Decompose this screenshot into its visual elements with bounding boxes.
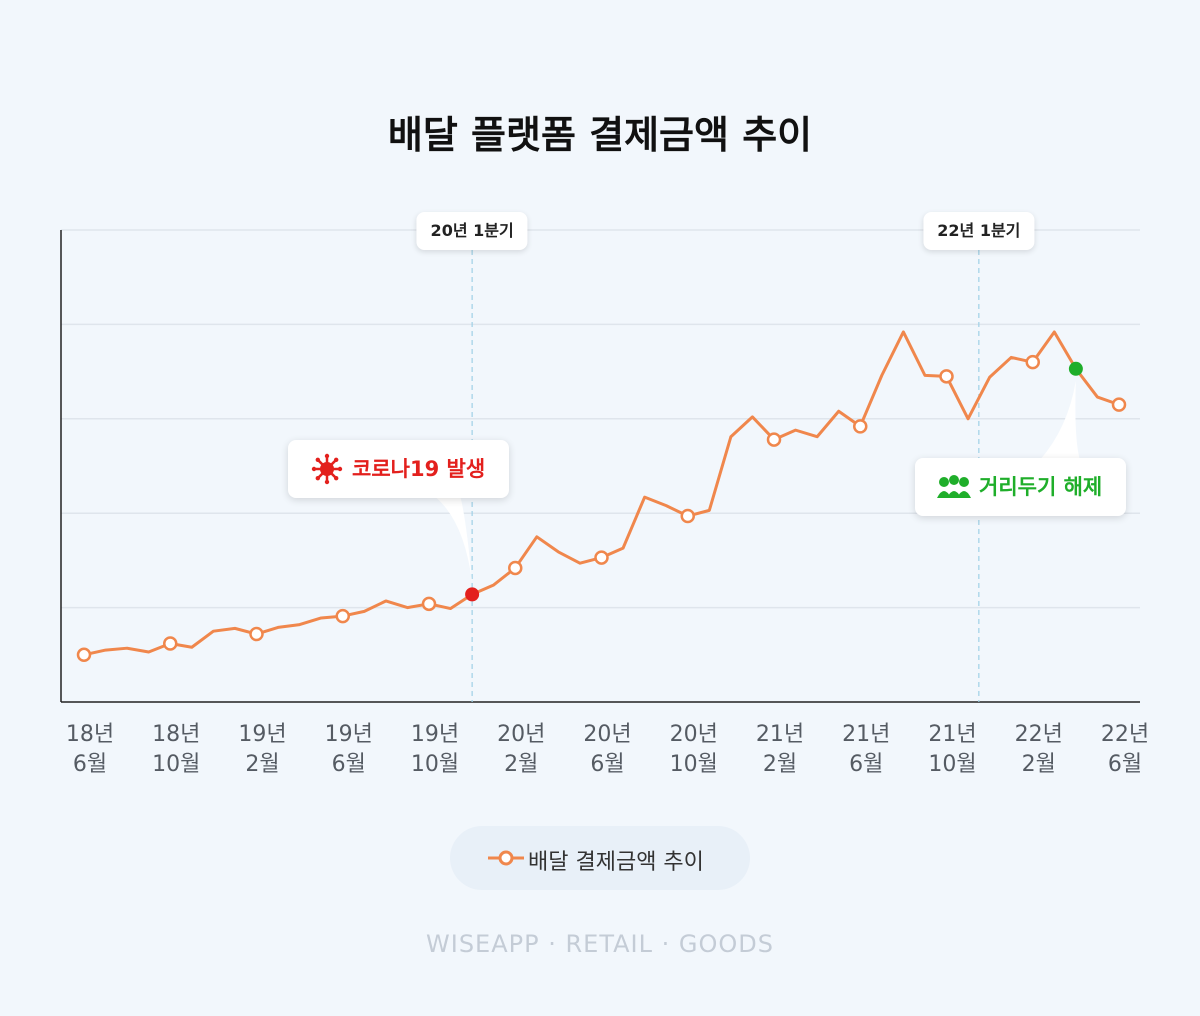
x-tick-label: 19년 6월 <box>324 722 373 777</box>
callout-icon <box>937 475 971 498</box>
point <box>1111 397 1127 412</box>
period-label: 20년 1분기 <box>416 212 528 250</box>
icon-part <box>949 475 959 485</box>
highlight-point <box>465 587 480 602</box>
point <box>249 626 264 642</box>
icon-part <box>324 479 330 485</box>
icon-part <box>333 475 339 481</box>
icon-part <box>315 457 321 463</box>
x-tick-label: 20년 2월 <box>497 722 546 777</box>
point <box>766 432 782 447</box>
icon-part <box>311 466 317 472</box>
icon-part <box>324 453 330 459</box>
x-tick-label: 22년 2월 <box>1014 722 1063 777</box>
icon-part <box>959 477 969 487</box>
icon-part <box>957 491 971 498</box>
callout: 코로나19 발생 <box>288 440 510 498</box>
x-tick-label: 21년 10월 <box>928 722 977 777</box>
icon-part <box>937 491 951 498</box>
icon-part <box>315 475 321 481</box>
x-tick-label: 18년 6월 <box>65 722 115 777</box>
point <box>421 596 437 612</box>
icon-part <box>939 477 949 487</box>
x-tick-label: 20년 10월 <box>669 722 718 777</box>
x-tick-label: 20년 6월 <box>583 722 632 777</box>
icon-part <box>947 491 961 498</box>
point <box>939 369 954 384</box>
x-tick-label: 22년 6월 <box>1100 722 1150 777</box>
x-tick-label: 18년 10월 <box>152 722 201 777</box>
chart-title: 배달 플랫폼 결제금액 추이 <box>387 113 813 157</box>
footer: WISEAPP · RETAIL · GOODS <box>426 930 774 958</box>
point <box>1025 354 1040 370</box>
x-tick-label: 21년 6월 <box>842 722 891 777</box>
callout-tail <box>434 496 473 583</box>
point <box>594 550 609 565</box>
icon-part <box>333 457 339 463</box>
point <box>680 508 695 524</box>
point <box>76 647 92 663</box>
legend: 배달 결제금액 추이 <box>450 826 750 890</box>
legend-swatch <box>488 850 524 866</box>
callout-icon <box>311 453 343 485</box>
highlight-point <box>1068 361 1083 376</box>
icon-part <box>337 466 343 472</box>
x-tick-label: 19년 10월 <box>410 722 460 777</box>
x-tick-label: 21년 2월 <box>755 722 805 777</box>
point <box>853 419 868 434</box>
legend-label: 배달 결제금액 추이 <box>528 850 704 875</box>
point <box>335 608 350 624</box>
period-label: 22년 1분기 <box>923 212 1035 250</box>
callout: 거리두기 해제 <box>915 458 1127 516</box>
callout-tail <box>1039 380 1080 460</box>
x-tick-label: 19년 2월 <box>238 722 287 777</box>
point <box>508 560 523 576</box>
point <box>163 636 178 651</box>
